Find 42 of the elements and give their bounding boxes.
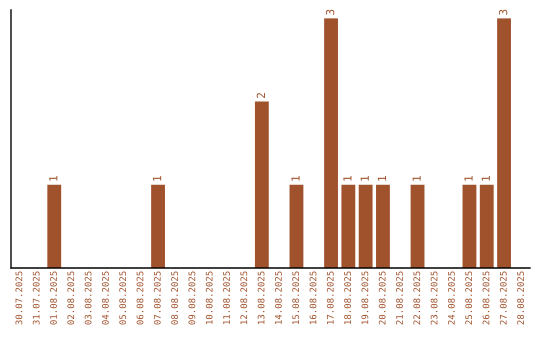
x-tick-label: 06.08.2025 [136,272,144,325]
x-tick-label: 07.08.2025 [154,272,161,325]
x-tick-label: 22.08.2025 [413,272,420,324]
x-tick-label: 05.08.2025 [119,272,126,325]
x-tick-label: 31.07.2025 [32,272,40,325]
x-tick-label: 18.08.2025 [344,272,351,324]
data-label: 1 [360,176,369,181]
x-tick-label: 11.08.2025 [223,272,230,324]
x-tick-label: 08.08.2025 [171,272,178,325]
data-label: 1 [482,176,490,181]
data-label: 1 [464,176,473,181]
data-label: 2 [256,93,265,98]
x-tick-label: 30.07.2025 [15,272,22,325]
x-tick-label: 17.08.2025 [326,272,334,324]
x-tick-label: 12.08.2025 [240,272,248,324]
x-tick-label: 21.08.2025 [396,272,403,324]
x-tick-label: 04.08.2025 [102,272,109,325]
data-label: 1 [153,176,162,181]
data-label: 1 [378,176,386,181]
x-tick-label: 20.08.2025 [378,272,386,324]
x-tick-label: 02.08.2025 [67,272,74,325]
x-tick-label: 19.08.2025 [361,272,368,324]
x-tick-label: 25.08.2025 [465,272,472,324]
data-label: 1 [343,176,352,181]
data-label: 3 [326,10,334,15]
x-tick-label: 10.08.2025 [206,272,213,324]
x-tick-label: 01.08.2025 [50,272,57,325]
x-tick-label: 16.08.2025 [310,272,316,324]
x-tick-label: 09.08.2025 [188,272,196,325]
x-tick-label: 27.08.2025 [500,272,507,324]
x-tick-label: 14.08.2025 [274,272,282,324]
x-tick-label: 23.08.2025 [430,272,438,324]
data-label: 1 [412,176,421,181]
x-tick-label: 26.08.2025 [482,272,490,324]
x-tick-label: 24.08.2025 [448,272,455,324]
data-label: 3 [498,10,508,15]
data-label: 1 [49,176,58,181]
x-tick-label: 15.08.2025 [292,272,300,324]
x-tick-label: 03.08.2025 [84,272,92,325]
x-tick-label: 13.08.2025 [258,272,264,324]
data-label: 1 [291,176,300,181]
x-tick-label: 28.08.2025 [517,272,524,324]
